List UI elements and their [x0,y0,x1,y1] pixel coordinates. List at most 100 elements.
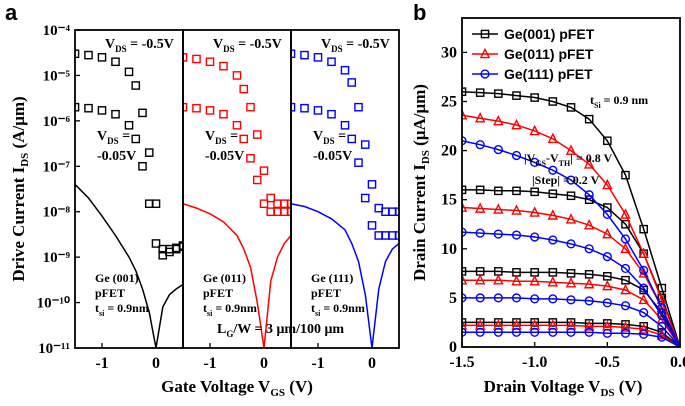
marker [657,310,667,321]
marker [512,91,521,100]
series-line [291,202,399,348]
marker [584,270,594,279]
series-line [75,183,183,348]
annotation-part: -V [546,151,559,165]
marker [620,263,631,274]
annotation-part: pFET [95,286,125,300]
y-tick-label: 10⁻¹⁰ [37,296,70,312]
marker [367,221,377,230]
annotation-part: DS [115,44,127,54]
annotation: Ge (001) [95,271,139,285]
marker [474,202,486,213]
marker [313,106,323,115]
marker [657,321,667,331]
annotation-part: V [321,37,331,52]
annotation: tsi = 0.9nm [203,301,257,318]
marker [354,102,363,112]
annotation-part: Si [594,101,601,110]
marker [638,247,649,259]
annotation-part: = [227,129,239,144]
y-tick-label: 10⁻¹¹ [38,341,70,357]
marker [511,293,522,303]
marker [621,219,630,229]
y-axis-title-part: (A/μm) [9,96,28,152]
annotation-part: DS [331,44,343,54]
marker [246,102,255,112]
y-tick-label: 10⁻⁷ [43,159,71,175]
plot-area [291,49,399,348]
marker [474,274,486,285]
plot-frame [290,29,400,349]
marker [219,61,228,71]
annotation-part: -0.05V [205,149,244,164]
annotation: -0.05V [205,149,244,164]
x-axis-title-part: DS [600,387,614,399]
marker [493,274,504,285]
marker [566,175,576,185]
marker [151,239,161,248]
marker [530,294,540,304]
marker [548,268,558,277]
y-tick-label: 10⁻⁵ [43,68,71,84]
marker [480,69,490,79]
marker [493,327,503,337]
annotation-part: = -0.5V [127,37,174,52]
marker [529,124,540,136]
annotation-part: t [590,93,594,107]
marker [183,102,188,112]
annotation-part: si [99,309,105,318]
annotation: pFET [95,286,125,300]
marker [462,201,468,212]
marker [354,158,363,167]
y-tick-label: 15 [441,192,457,209]
marker [219,109,228,119]
annotation-part: t [203,301,207,315]
annotation-part: GS [535,159,546,168]
marker [360,140,370,149]
marker [493,293,503,303]
marker [347,78,357,87]
annotation: tsi = 0.9nm [95,301,149,318]
marker [584,190,594,200]
marker [530,187,539,197]
marker [602,279,613,291]
annotation-part: pFET [203,286,233,300]
marker [602,298,612,308]
annotation-part: /W = 3 μm/100 μm [232,322,344,337]
marker [313,53,323,62]
annotation-part: = 0.9nm [320,301,365,315]
x-tick-label: -1 [95,355,108,372]
marker [239,134,249,144]
marker [602,209,612,220]
annotation: VDS = -0.5V [105,37,174,54]
marker [97,106,107,115]
marker [511,230,522,240]
marker [144,148,154,157]
marker [462,319,468,330]
marker [548,97,558,106]
marker [639,283,649,293]
annotation-part: pFET [311,286,341,300]
marker [584,114,594,124]
y-tick-label: 30 [441,44,457,61]
x-tick-label: -1 [203,355,216,372]
marker [621,275,630,285]
annotation: VDS = -0.5V [321,37,390,54]
marker [475,185,485,195]
annotation: pFET [311,286,341,300]
y-axis-title: Drive Current IDS (A/μm) [9,96,31,281]
marker [205,57,215,67]
marker [583,277,595,289]
marker [131,81,141,90]
annotation-part: V [213,37,223,52]
marker [327,109,336,119]
y-axis-title: Drain Current IDS (μA/μm) [410,84,432,281]
marker [639,308,649,318]
marker [259,199,269,209]
series-line [462,297,680,347]
annotation-part: L [217,322,226,337]
marker [259,166,269,175]
x-tick-label: 0.0 [670,354,685,371]
x-axis-title: Drain Voltage VDS (V) [484,377,643,399]
annotation-part: DS [323,136,335,146]
